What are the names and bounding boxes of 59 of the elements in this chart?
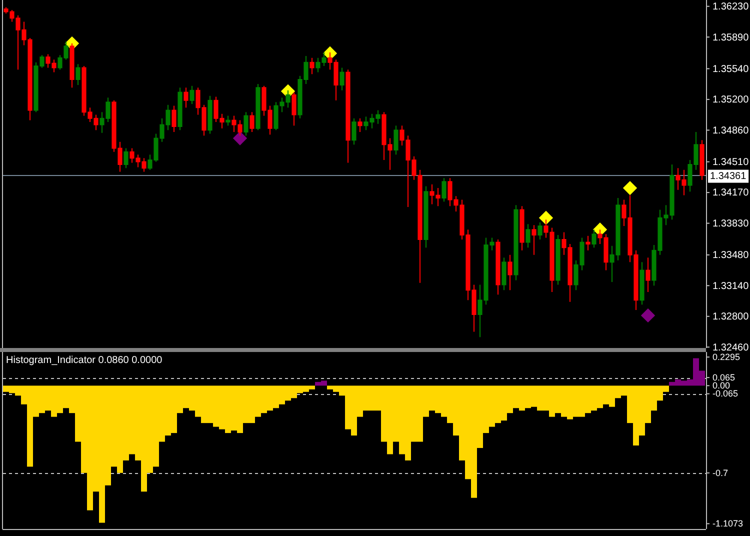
y-tick-label: 1.36230: [712, 2, 750, 13]
candlestick: [208, 95, 212, 134]
candlestick: [352, 118, 356, 146]
y-tick-label: 0.2295: [712, 352, 740, 362]
candlestick: [700, 140, 704, 180]
y-tick-label: 1.33140: [712, 280, 750, 292]
candlestick: [358, 118, 362, 132]
candlestick: [532, 224, 536, 256]
candlestick: [70, 42, 74, 88]
candlestick: [226, 115, 230, 126]
candlestick: [514, 204, 518, 281]
y-tick-label: 1.32460: [712, 342, 750, 354]
candlestick: [556, 234, 560, 286]
candlestick: [190, 85, 194, 104]
candlestick: [250, 112, 254, 132]
y-tick-label: 1.33480: [712, 250, 750, 262]
candlestick: [340, 67, 344, 91]
y-tick-label: -0.7: [712, 468, 728, 478]
candlestick: [292, 92, 296, 126]
point: [640, 308, 656, 323]
candlestick: [538, 222, 542, 240]
candlestick: [586, 235, 590, 251]
y-tick-label: 1.33830: [712, 218, 750, 230]
y-tick-label: 1.34170: [712, 188, 750, 199]
candlestick: [178, 87, 182, 131]
candlestick: [640, 262, 644, 306]
candlestick: [424, 186, 428, 248]
y-tick-label: -1.1073: [712, 518, 744, 529]
candlestick: [442, 178, 446, 202]
candlestick: [76, 64, 80, 86]
y-tick-label: 0.00: [712, 380, 730, 391]
candlestick: [646, 257, 650, 292]
candlestick: [592, 229, 596, 248]
candlestick: [310, 57, 314, 75]
point: [232, 131, 248, 146]
candlestick: [526, 224, 530, 248]
candlestick: [184, 87, 188, 108]
candlestick: [346, 69, 350, 164]
candlestick: [244, 112, 248, 136]
y-tick-label: 1.34860: [712, 125, 750, 136]
candlestick: [502, 257, 506, 291]
y-tick-label: 1.35890: [712, 32, 750, 44]
candlestick: [520, 206, 524, 251]
candlestick: [172, 105, 176, 132]
candlestick: [256, 84, 260, 131]
y-tick-label: 1.34510: [712, 156, 750, 168]
point: [538, 210, 554, 225]
candlestick: [508, 254, 512, 291]
candlestick: [124, 148, 128, 169]
candlestick: [394, 125, 398, 156]
y-tick-label: 0.065: [712, 372, 736, 382]
chart-title: Histogram_Indicator 0.0860 0.0000: [6, 355, 163, 366]
ref-line-label: 1.34361: [710, 170, 747, 182]
y-tick-label: -0.065: [712, 388, 738, 399]
y-tick-label: 1.35200: [712, 94, 750, 106]
candlestick: [496, 239, 500, 296]
y-tick-label: 1.35540: [712, 64, 750, 75]
point: [622, 180, 638, 196]
y-tick-label: 1.32800: [712, 312, 750, 323]
